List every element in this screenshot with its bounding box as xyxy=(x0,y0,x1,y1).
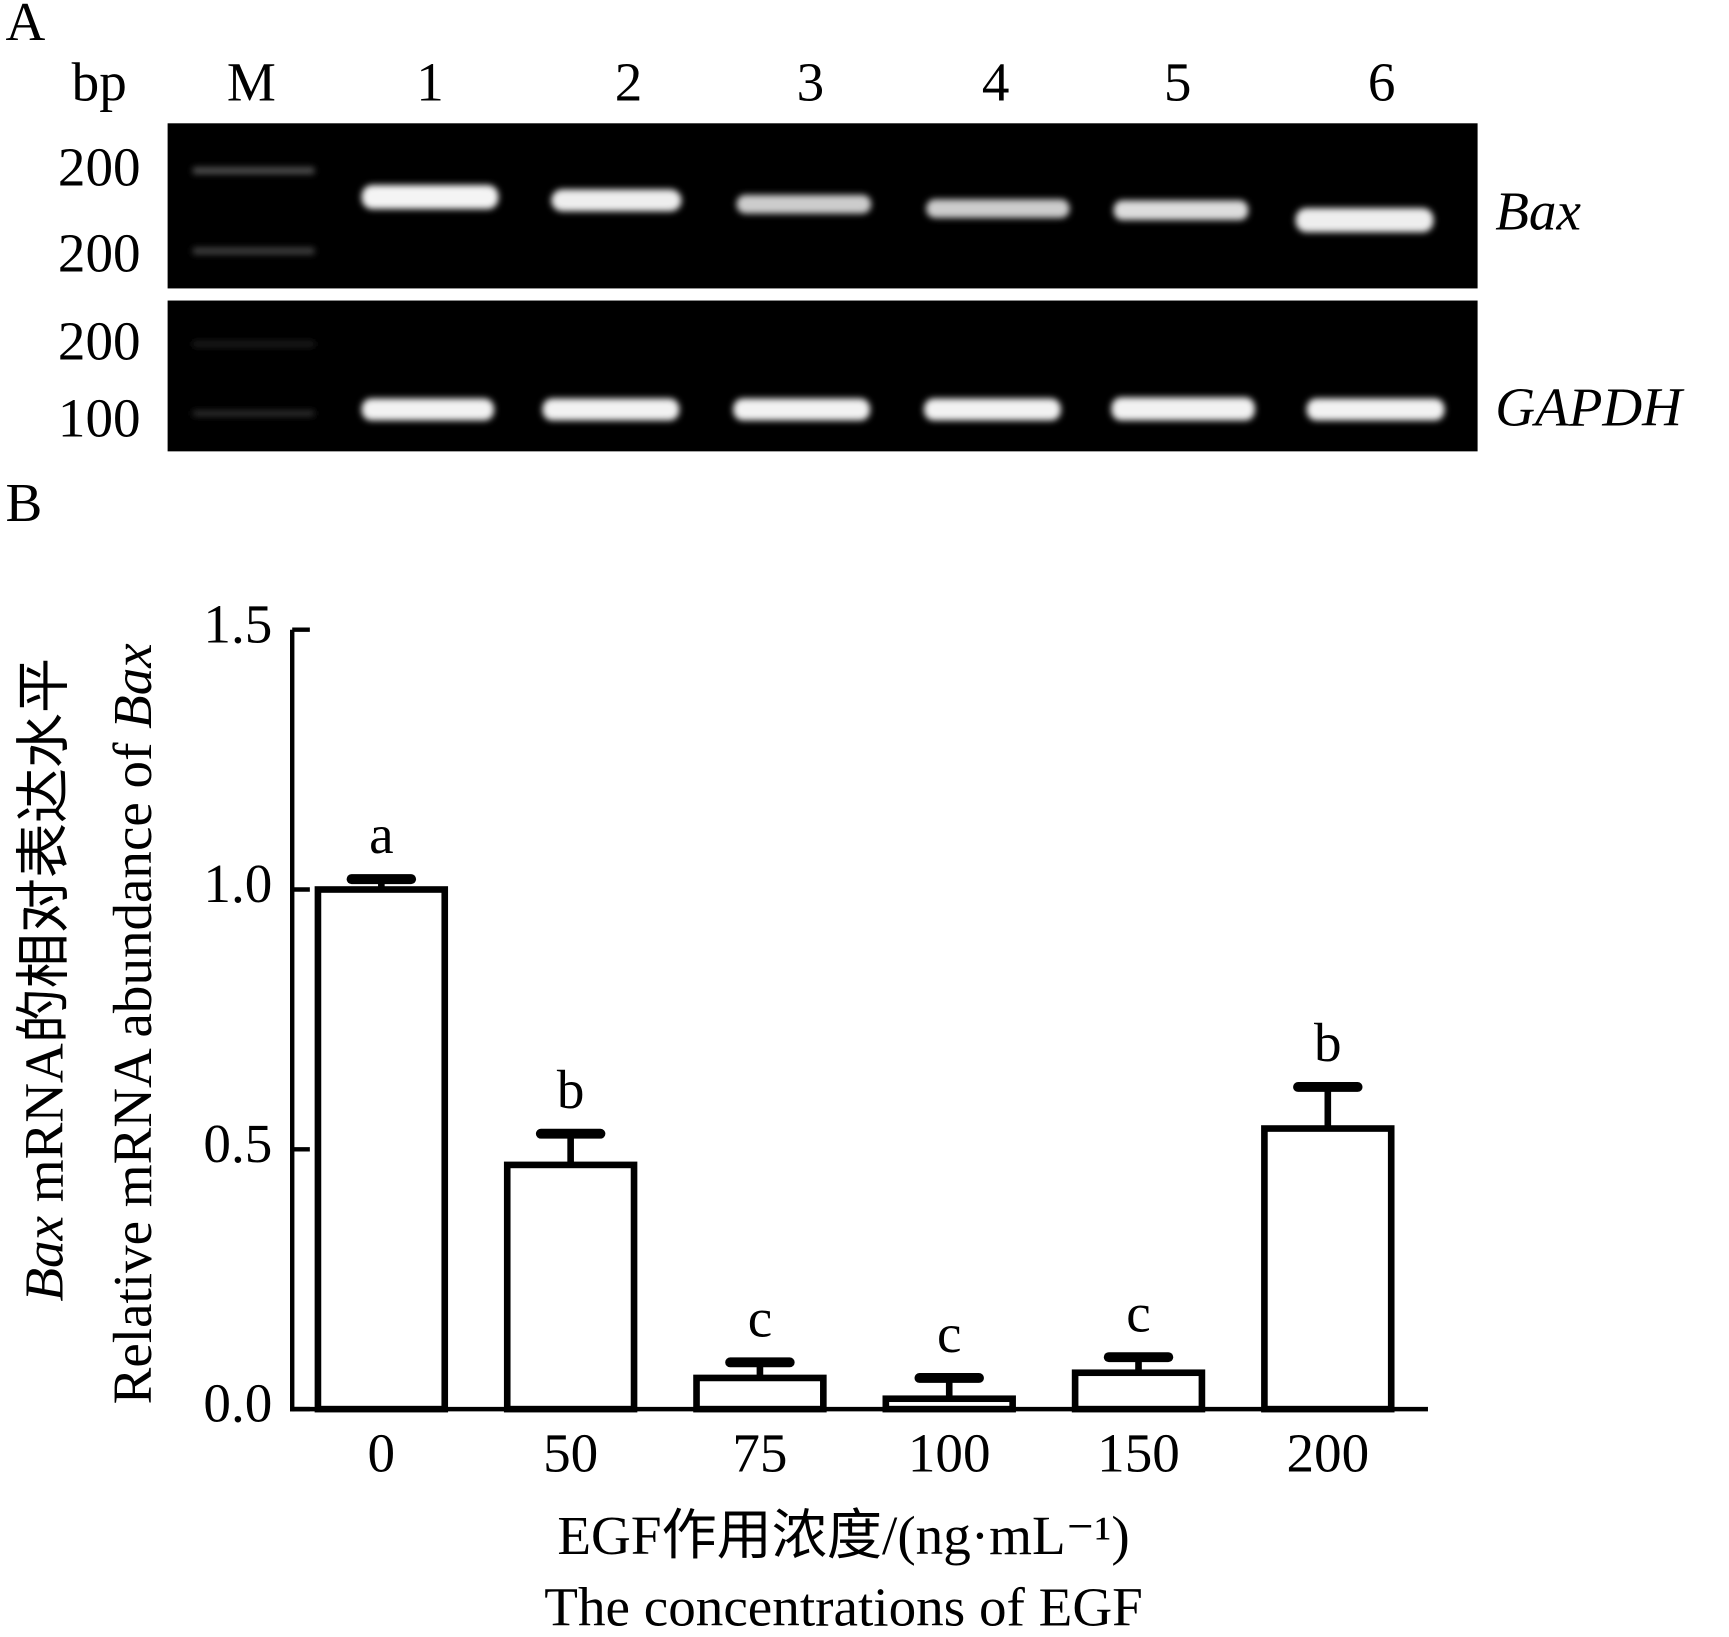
x-tick-label: 200 xyxy=(1286,1422,1369,1483)
y-tick-label: 0.0 xyxy=(203,1373,272,1434)
bar xyxy=(1071,1369,1206,1413)
bar xyxy=(503,1161,638,1413)
band xyxy=(1113,200,1249,221)
x-tick-label: 75 xyxy=(732,1422,787,1483)
marker-band xyxy=(192,341,315,347)
band xyxy=(733,398,871,421)
y-axis-title-part: Relative mRNA abundance of xyxy=(101,729,162,1405)
marker-band xyxy=(192,410,315,417)
marker-band xyxy=(192,167,315,174)
lane-label: 4 xyxy=(982,52,1010,113)
gel-bands xyxy=(192,167,1445,421)
x-tick-label: 150 xyxy=(1097,1422,1180,1483)
band xyxy=(926,199,1070,218)
gel-gapdh xyxy=(167,300,1478,452)
size-label: 200 xyxy=(58,137,141,198)
band xyxy=(1295,208,1434,233)
band xyxy=(1111,397,1255,421)
panel-label: A xyxy=(6,0,46,52)
significance-letter: c xyxy=(1126,1282,1150,1343)
gene-label: GAPDH xyxy=(1495,376,1685,437)
x-tick-label: 0 xyxy=(368,1422,396,1483)
x-axis-title: The concentrations of EGF xyxy=(544,1576,1143,1637)
y-axis-title: Bax mRNA的相对表达水平 xyxy=(13,658,74,1302)
band xyxy=(924,398,1061,421)
x-axis-title: EGF作用浓度/(ng·mL⁻¹) xyxy=(557,1505,1129,1566)
y-axis-title: Relative mRNA abundance of Bax xyxy=(101,643,162,1405)
lane-label: 5 xyxy=(1164,52,1192,113)
size-label: 100 xyxy=(58,388,141,449)
gene-label: Bax xyxy=(1495,181,1581,242)
significance-letter: b xyxy=(557,1059,585,1120)
bp-label: bp xyxy=(72,52,127,113)
y-tick-label: 1.0 xyxy=(203,853,272,914)
lane-label: M xyxy=(227,52,276,113)
band xyxy=(542,398,680,421)
size-label: 200 xyxy=(58,310,141,371)
bar xyxy=(693,1374,827,1413)
significance-letter: b xyxy=(1314,1012,1342,1073)
y-tick-label: 0.5 xyxy=(203,1113,272,1174)
significance-letter: a xyxy=(369,804,393,865)
size-label: 200 xyxy=(58,222,141,283)
band xyxy=(736,194,872,214)
y-axis-title-part: Bax xyxy=(101,643,162,729)
panel-label: B xyxy=(6,472,43,533)
marker-band xyxy=(192,247,315,255)
x-tick-label: 50 xyxy=(543,1422,598,1483)
band xyxy=(551,189,682,212)
significance-letter: c xyxy=(748,1287,772,1348)
lane-label: 6 xyxy=(1368,52,1396,113)
significance-letter: c xyxy=(937,1303,961,1364)
x-tick-label: 100 xyxy=(908,1422,991,1483)
band xyxy=(1306,398,1445,421)
bar xyxy=(1261,1125,1395,1413)
y-axis-title-part: Bax xyxy=(13,1215,74,1301)
lane-label: 3 xyxy=(797,52,825,113)
y-tick-label: 1.5 xyxy=(203,593,272,654)
y-axis-title-part: mRNA的相对表达水平 xyxy=(13,658,74,1216)
lane-label: 2 xyxy=(615,52,643,113)
band xyxy=(361,398,494,421)
bar xyxy=(314,886,449,1413)
lane-label: 1 xyxy=(416,52,444,113)
band xyxy=(361,184,499,210)
